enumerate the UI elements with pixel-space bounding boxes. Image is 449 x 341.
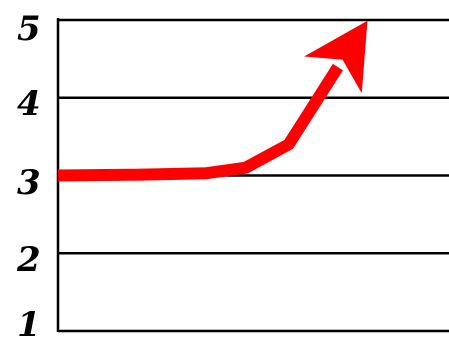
series-layer: [57, 20, 368, 182]
y-tick-label-1: 1: [17, 305, 41, 341]
y-tick-label-4: 4: [17, 84, 41, 124]
arrowhead-0: [304, 20, 368, 94]
y-tick-label-5: 5: [17, 9, 41, 49]
y-tick-label-2: 2: [16, 240, 41, 280]
grid-layer: [58, 18, 449, 255]
y-tick-label-3: 3: [17, 163, 41, 203]
tick-label-group: 1 2 3 4 5: [16, 9, 41, 341]
series-line-0: [57, 63, 343, 182]
